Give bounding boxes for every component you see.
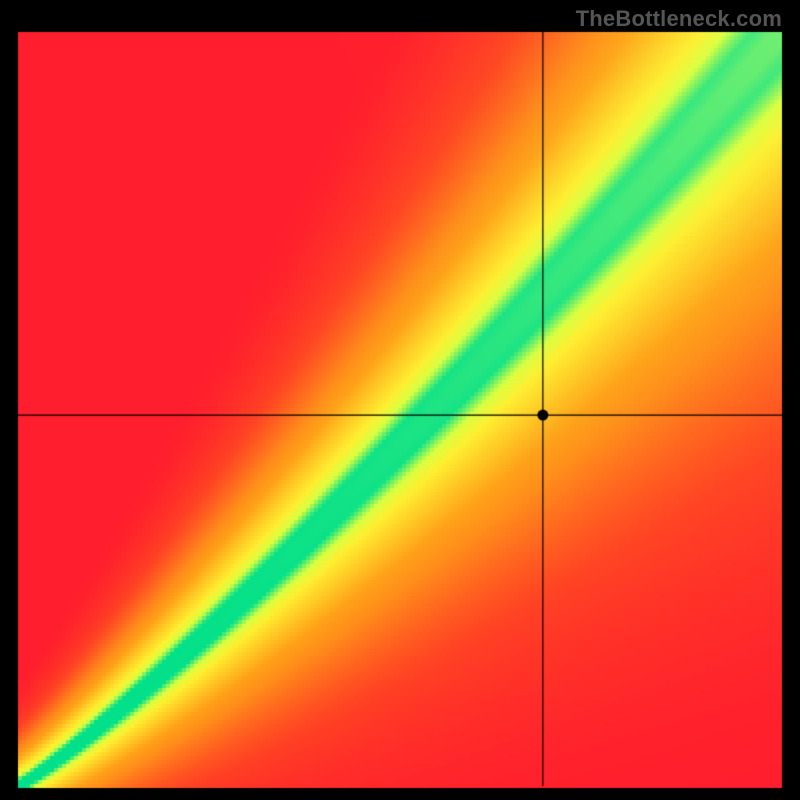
watermark-text: TheBottleneck.com (576, 6, 782, 32)
bottleneck-heatmap (0, 0, 800, 800)
